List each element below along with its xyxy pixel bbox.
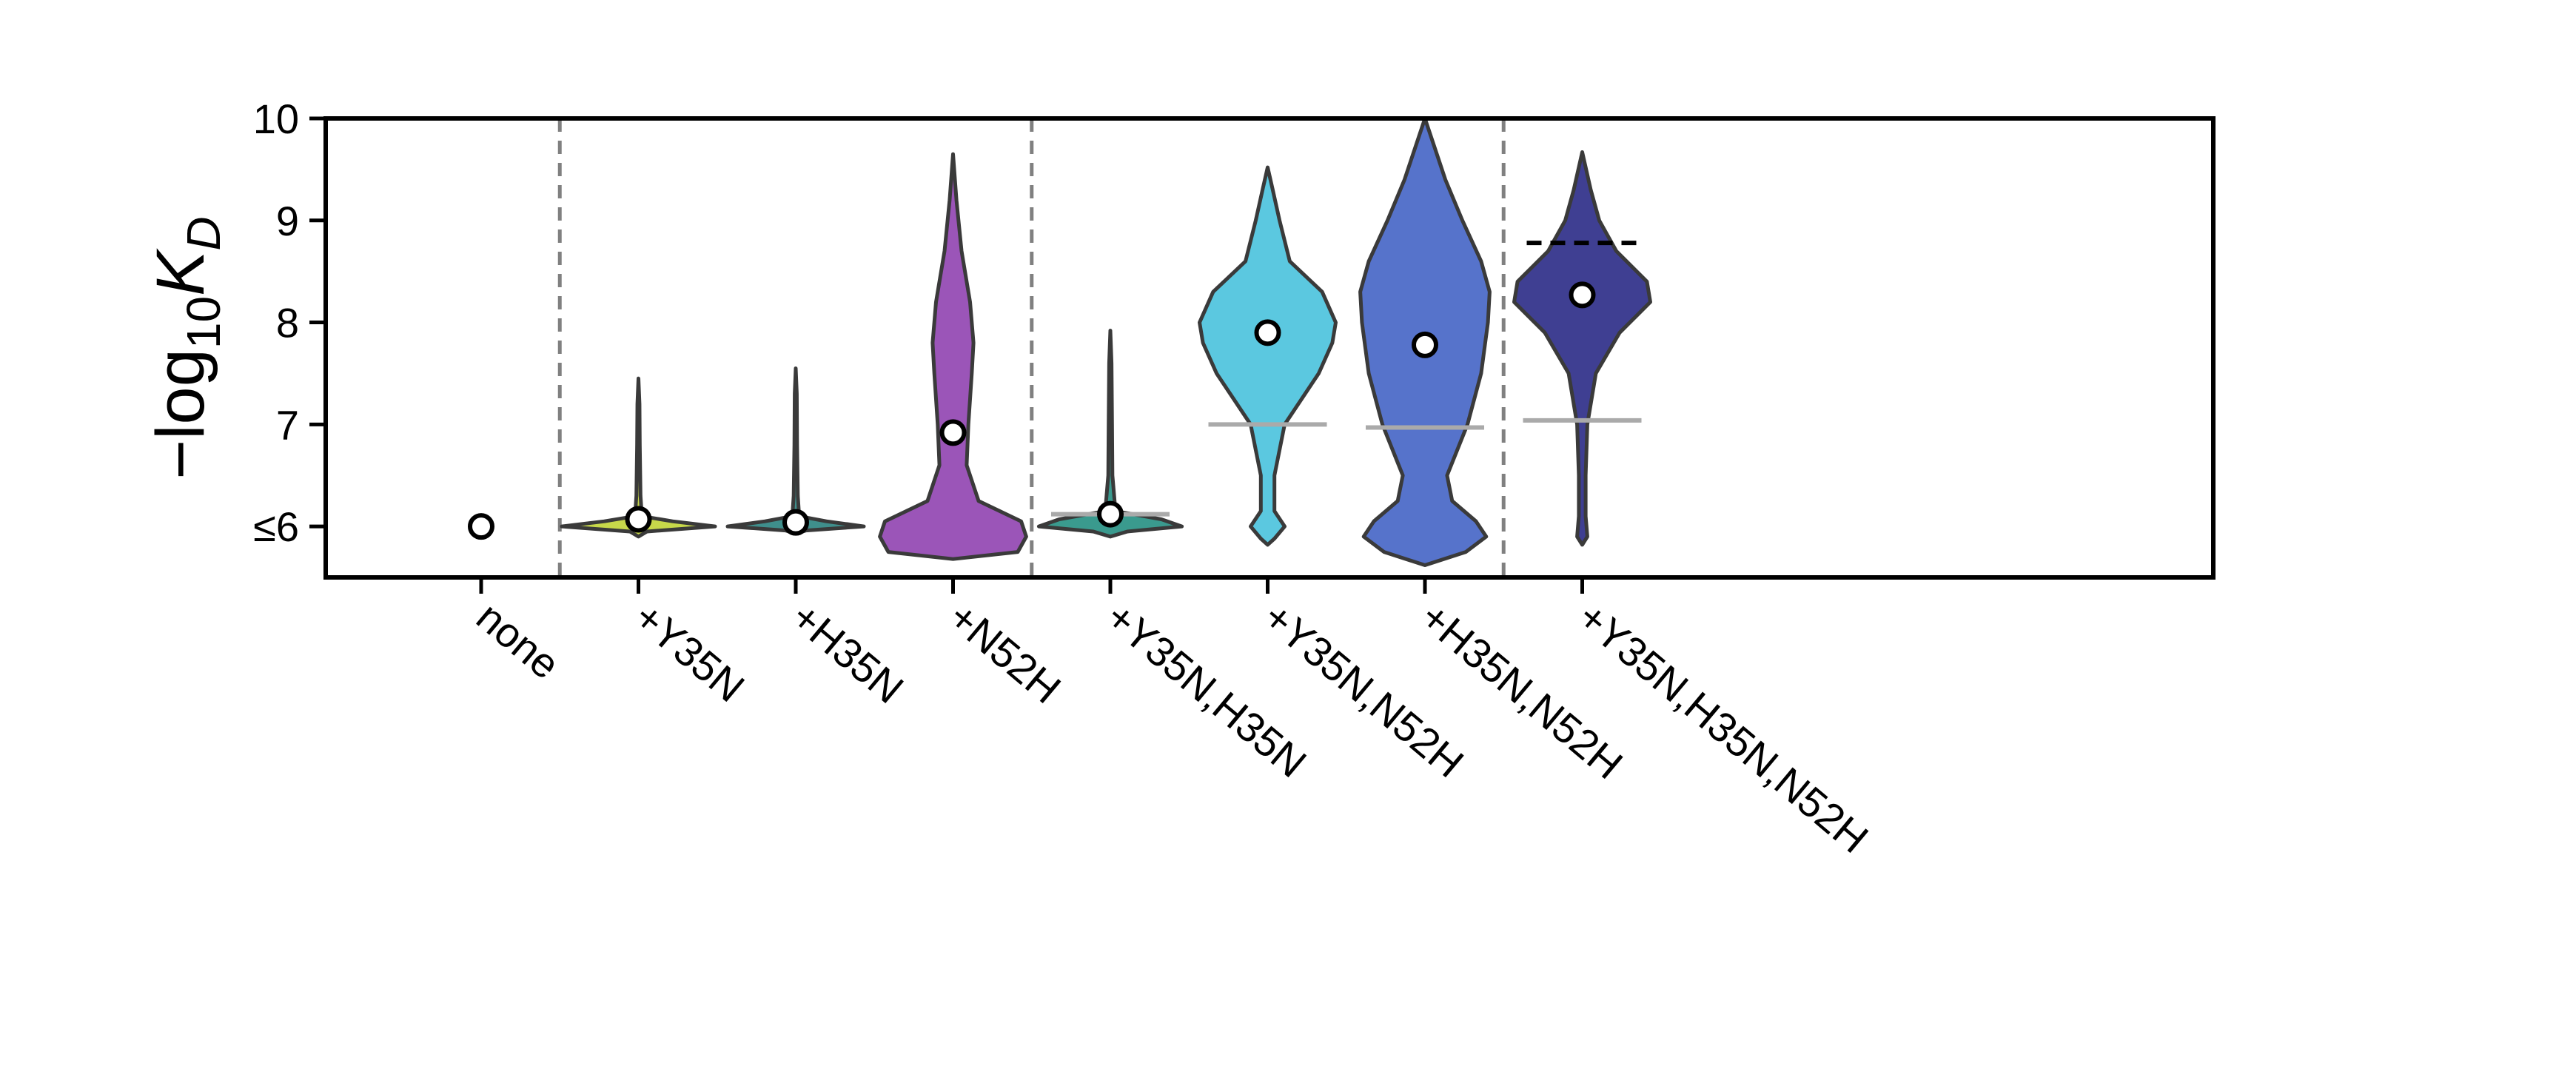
median-point-h35n bbox=[782, 509, 809, 536]
violin-y35n bbox=[560, 376, 717, 539]
y-tick-label: 7 bbox=[276, 401, 299, 448]
y-tick-label: 10 bbox=[253, 95, 299, 142]
y-axis-ticks: ≤6 7 8 9 10 bbox=[253, 95, 326, 550]
y-tick-label: 8 bbox=[276, 300, 299, 346]
y-tick-label: 9 bbox=[276, 198, 299, 244]
y-axis-label-prefix: −log bbox=[143, 349, 218, 480]
group-separators bbox=[557, 118, 1506, 577]
y-axis-label-subscript: 10 bbox=[177, 296, 230, 349]
median-point-y35n bbox=[625, 506, 652, 533]
median-point-h35n-n52h bbox=[1412, 331, 1438, 358]
median-point-y35n-n52h bbox=[1254, 319, 1281, 346]
violin-y35n-h35n-n52h bbox=[1512, 150, 1652, 547]
median-point-y35n-h35n bbox=[1097, 500, 1124, 528]
y-axis-label: −log10KD bbox=[143, 216, 230, 479]
violin-y35n-h35n bbox=[1036, 329, 1184, 539]
median-points bbox=[468, 281, 1596, 540]
violin-n52h bbox=[878, 152, 1028, 561]
median-point-none bbox=[468, 513, 494, 540]
y-axis-label-symbol-subscript: D bbox=[177, 216, 230, 250]
violin-h35n bbox=[725, 366, 866, 536]
median-point-n52h bbox=[939, 419, 967, 446]
violin-y35n-n52h bbox=[1198, 165, 1338, 547]
y-tick-label: ≤6 bbox=[253, 503, 299, 550]
y-axis-label-symbol: K bbox=[143, 248, 218, 296]
median-point-y35n-h35n-n52h bbox=[1569, 281, 1596, 309]
